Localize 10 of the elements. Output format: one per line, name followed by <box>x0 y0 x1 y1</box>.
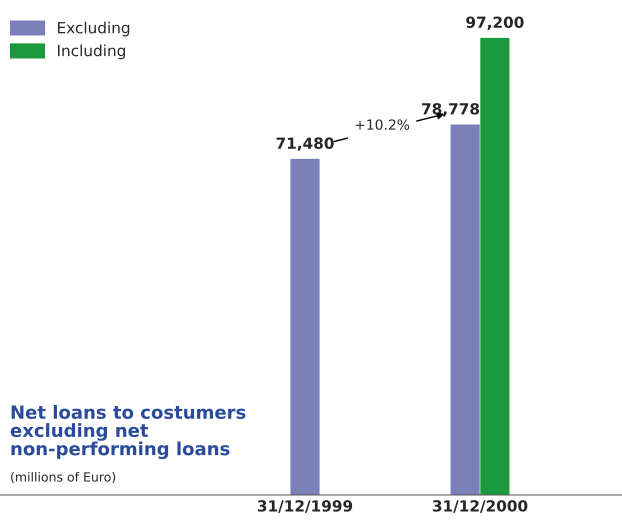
text: Net loans to costumers excluding net non-performing loans <box>10 405 246 460</box>
x-tick-label: 31/12/1999 <box>258 500 352 513</box>
x-tick-label: 31/12/2000 <box>432 500 528 513</box>
legend-label: Including <box>58 44 125 60</box>
annotation: +10.2% <box>356 119 410 130</box>
data-label: 97,200 <box>466 16 524 30</box>
text: (millions of Euro) <box>11 472 116 484</box>
data-label: 71,480 <box>276 137 334 151</box>
data-label: 78,778 <box>422 103 480 117</box>
legend-label: Excluding <box>58 22 130 36</box>
